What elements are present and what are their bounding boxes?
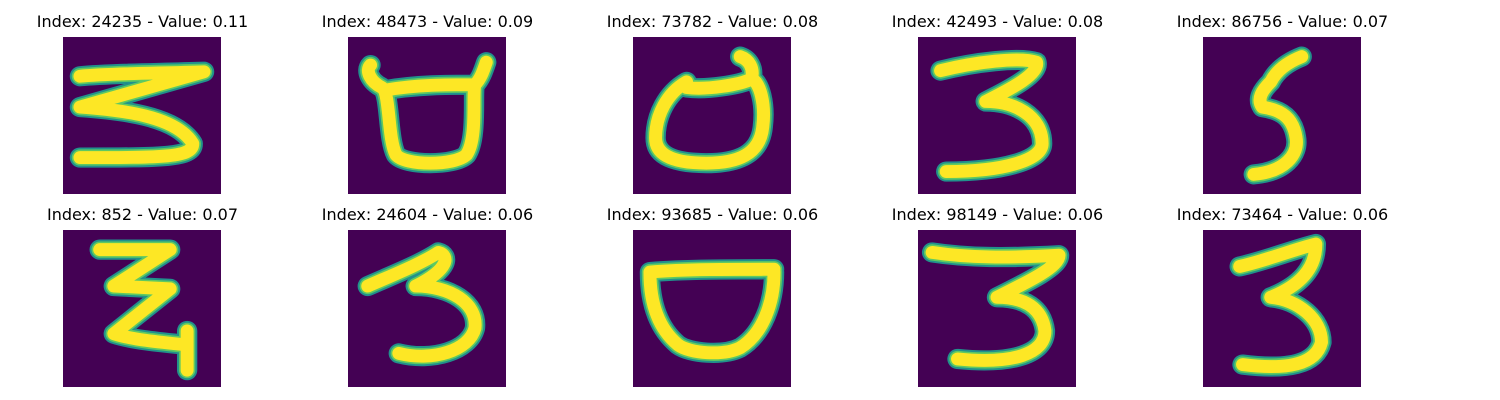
image-panel: Index: 42493 - Value: 0.08 — [855, 12, 1140, 202]
digit-stroke — [73, 65, 211, 165]
digit-image — [348, 230, 506, 387]
digit-stroke — [925, 245, 1066, 367]
panel-title: Index: 93685 - Value: 0.06 — [606, 205, 819, 224]
image-panel: Index: 73782 - Value: 0.08 — [570, 12, 855, 202]
digit-stroke — [93, 243, 194, 377]
digit-image — [1203, 37, 1361, 194]
digit-stroke — [649, 50, 770, 170]
image-panel: Index: 48473 - Value: 0.09 — [285, 12, 570, 202]
digit-image — [918, 37, 1076, 194]
panel-title: Index: 73464 - Value: 0.06 — [1176, 205, 1389, 224]
image-panel: Index: 73464 - Value: 0.06 — [1140, 205, 1425, 395]
panel-title: Index: 73782 - Value: 0.08 — [606, 12, 819, 31]
digit-stroke — [1233, 237, 1328, 373]
digit-stroke — [361, 245, 482, 363]
panel-title: Index: 24604 - Value: 0.06 — [321, 205, 534, 224]
digit-image — [1203, 230, 1361, 387]
digit-stroke — [934, 53, 1049, 179]
digit-image — [918, 230, 1076, 387]
panel-title: Index: 86756 - Value: 0.07 — [1176, 12, 1389, 31]
image-panel: Index: 852 - Value: 0.07 — [0, 205, 285, 395]
panel-title: Index: 852 - Value: 0.07 — [46, 205, 239, 224]
digit-image — [63, 37, 221, 194]
image-panel: Index: 24604 - Value: 0.06 — [285, 205, 570, 395]
panel-title: Index: 24235 - Value: 0.11 — [36, 12, 249, 31]
digit-image — [63, 230, 221, 387]
digit-image — [633, 230, 791, 387]
digit-image — [348, 37, 506, 194]
panel-title: Index: 42493 - Value: 0.08 — [891, 12, 1104, 31]
panel-title: Index: 98149 - Value: 0.06 — [891, 205, 1104, 224]
image-panel: Index: 86756 - Value: 0.07 — [1140, 12, 1425, 202]
panel-title: Index: 48473 - Value: 0.09 — [321, 12, 534, 31]
image-panel: Index: 98149 - Value: 0.06 — [855, 205, 1140, 395]
digit-stroke — [643, 262, 781, 360]
digit-stroke — [361, 55, 493, 170]
image-panel: Index: 24235 - Value: 0.11 — [0, 12, 285, 202]
image-panel: Index: 93685 - Value: 0.06 — [570, 205, 855, 395]
digit-image — [633, 37, 791, 194]
digit-stroke — [1247, 50, 1309, 181]
